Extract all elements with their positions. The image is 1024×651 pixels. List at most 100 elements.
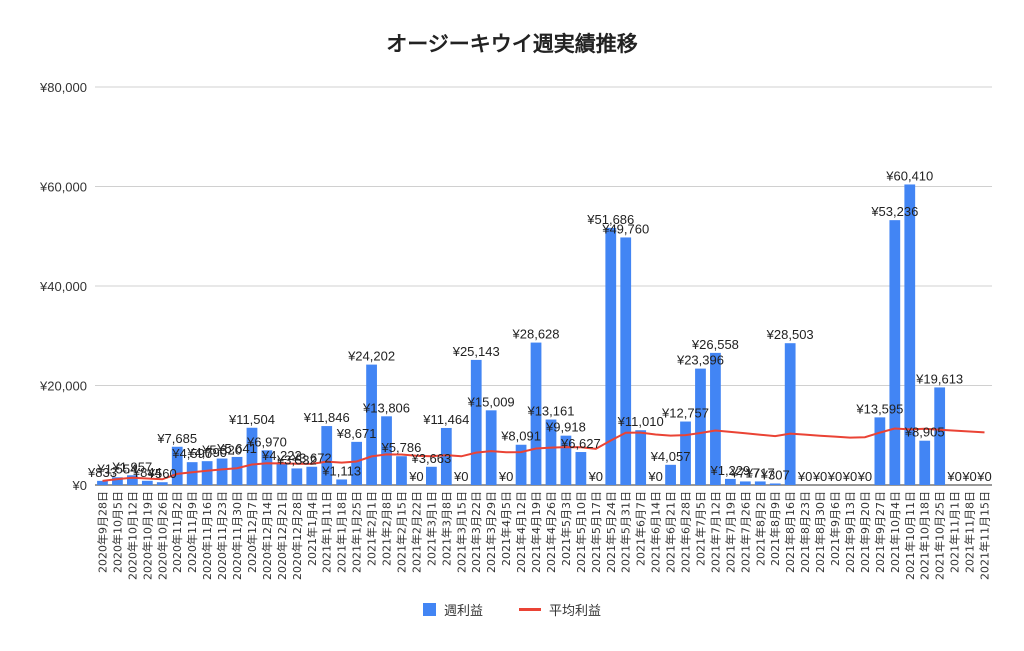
x-tick-label: 2021年5月31日 xyxy=(619,491,633,573)
x-tick-label: 2021年9月27日 xyxy=(873,491,887,573)
y-tick-label: ¥60,000 xyxy=(39,180,87,195)
x-tick-label: 2021年8月16日 xyxy=(783,491,797,573)
bar xyxy=(186,462,198,485)
data-labels: ¥833¥1,554¥1,957¥844¥560 ¥7,685¥4,590¥4,7… xyxy=(87,168,992,484)
x-tick-label: 2021年5月3日 xyxy=(559,491,573,566)
x-tick-label: 2021年2月1日 xyxy=(365,491,379,566)
gridlines xyxy=(95,86,992,486)
x-tick-label: 2021年8月2日 xyxy=(753,491,767,566)
legend: 週利益 平均利益 xyxy=(0,600,1024,619)
data-label: ¥3,663 xyxy=(410,451,451,466)
bar xyxy=(485,410,497,485)
x-tick-label: 2021年3月22日 xyxy=(469,491,483,573)
x-tick-label: 2021年8月23日 xyxy=(798,491,812,573)
x-tick-label: 2021年10月4日 xyxy=(888,491,902,573)
x-tick-label: 2021年7月19日 xyxy=(723,491,737,573)
data-label: ¥6,970 xyxy=(246,434,287,449)
x-tick-label: 2021年7月12日 xyxy=(708,491,722,573)
x-tick-label: 2021年1月25日 xyxy=(350,491,364,573)
bar-series xyxy=(97,184,946,486)
legend-item-average-profit[interactable]: 平均利益 xyxy=(519,600,601,619)
x-tick-label: 2021年7月26日 xyxy=(738,491,752,573)
data-label: ¥0 xyxy=(408,469,423,484)
data-label: ¥0 xyxy=(647,469,662,484)
data-label: ¥1,554 xyxy=(97,461,138,476)
y-tick-label: ¥0 xyxy=(72,478,87,493)
x-tick-label: 2021年9月20日 xyxy=(858,491,872,573)
bar xyxy=(769,483,781,485)
x-tick-label: 2020年12月28日 xyxy=(290,491,304,580)
legend-swatch-line xyxy=(519,608,541,611)
bar xyxy=(635,430,647,485)
data-label: ¥9,918 xyxy=(545,420,586,435)
legend-item-weekly-profit[interactable]: 週利益 xyxy=(422,600,483,619)
x-tick-label: 2021年6月14日 xyxy=(649,491,663,573)
bar xyxy=(231,456,243,485)
bar xyxy=(560,435,572,485)
bar xyxy=(112,477,123,485)
data-label: ¥51,686 xyxy=(586,212,634,227)
bar xyxy=(919,440,931,485)
data-label: ¥4,590 xyxy=(171,446,212,461)
data-label: ¥26,558 xyxy=(691,337,739,352)
bar xyxy=(381,416,392,485)
bar xyxy=(904,184,916,485)
bar xyxy=(754,481,766,485)
bar xyxy=(351,441,363,485)
data-label: ¥5,320 xyxy=(201,443,242,458)
data-label: ¥23,396 xyxy=(676,353,724,368)
x-tick-label: 2021年11月8日 xyxy=(963,491,977,573)
y-axis-ticks: ¥0 ¥20,000 ¥40,000 ¥60,000 ¥80,000 xyxy=(39,80,87,493)
x-tick-label: 2020年10月19日 xyxy=(140,491,154,580)
x-tick-label: 2021年7月5日 xyxy=(694,491,708,566)
data-label: ¥1,229 xyxy=(709,463,750,478)
data-label: ¥717 xyxy=(745,465,775,480)
x-tick-label: 2021年3月15日 xyxy=(454,491,468,573)
data-label: ¥28,628 xyxy=(512,327,560,342)
bar xyxy=(620,237,632,485)
x-tick-label: 2021年1月11日 xyxy=(320,491,334,573)
x-tick-label: 2021年2月8日 xyxy=(380,491,394,566)
x-tick-label: 2021年3月1日 xyxy=(424,491,438,566)
data-label: ¥8,905 xyxy=(904,425,945,440)
x-tick-label: 2021年6月7日 xyxy=(634,491,648,566)
x-tick-label: 2021年6月28日 xyxy=(679,491,693,573)
bar xyxy=(889,220,901,486)
data-label: ¥28,503 xyxy=(766,327,814,342)
data-label: ¥1,957 xyxy=(111,459,152,474)
x-tick-label: 2020年9月28日 xyxy=(96,491,110,573)
bar xyxy=(321,426,333,485)
bar xyxy=(201,461,213,485)
bar xyxy=(141,480,153,485)
data-label: ¥24,202 xyxy=(347,349,395,364)
bar xyxy=(306,466,318,485)
x-tick-label: 2021年10月18日 xyxy=(918,491,932,580)
chart-title: オージーキウイ週実績推移 xyxy=(386,32,638,56)
x-tick-label: 2020年12月21日 xyxy=(275,491,289,580)
data-label: ¥1,113 xyxy=(321,463,361,478)
data-label: ¥60,410 xyxy=(885,168,933,183)
x-tick-label: 2020年11月9日 xyxy=(185,491,199,573)
data-label: ¥53,236 xyxy=(870,204,918,219)
bar xyxy=(934,387,946,485)
x-tick-label: 2021年2月15日 xyxy=(395,491,409,573)
bar xyxy=(261,450,273,485)
bar xyxy=(171,446,183,485)
data-label: ¥3,332 xyxy=(276,452,317,467)
x-tick-label: 2021年4月26日 xyxy=(544,491,558,573)
x-tick-label: 2021年8月9日 xyxy=(768,491,782,566)
data-label: ¥560 xyxy=(147,466,177,481)
data-label: ¥4,790 xyxy=(186,445,227,460)
data-label: ¥0 xyxy=(961,469,976,484)
data-label: ¥5,786 xyxy=(381,440,422,455)
bar xyxy=(515,444,527,485)
x-tick-label: 2021年9月6日 xyxy=(828,491,842,566)
x-tick-label: 2020年10月5日 xyxy=(110,491,124,573)
x-tick-label: 2021年6月21日 xyxy=(664,491,678,573)
x-tick-label: 2021年9月13日 xyxy=(843,491,857,573)
average-line-series xyxy=(102,427,985,482)
bar xyxy=(680,421,691,485)
bar xyxy=(97,480,108,485)
x-tick-label: 2020年12月7日 xyxy=(245,491,259,573)
legend-swatch-bar xyxy=(422,603,436,616)
